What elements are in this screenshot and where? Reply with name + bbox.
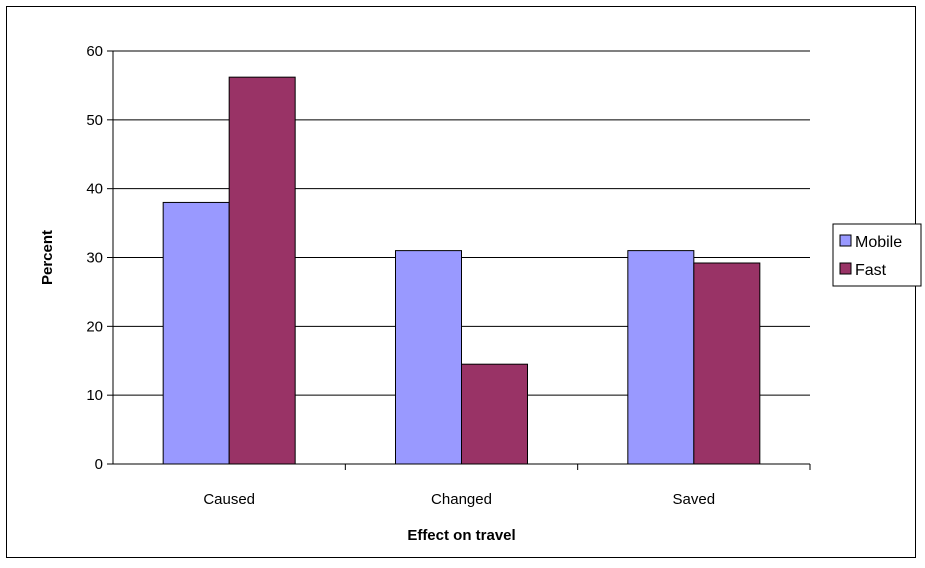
legend-swatch-mobile — [839, 234, 852, 247]
y-tick-label: 40 — [86, 181, 103, 198]
legend-label-mobile: Mobile — [855, 234, 902, 251]
bar-fast-caused — [228, 76, 296, 465]
x-tick-label-caused: Caused — [203, 491, 255, 508]
y-tick-label: 60 — [86, 43, 103, 60]
y-tick-label: 10 — [86, 387, 103, 404]
legend-box — [832, 223, 922, 287]
bar-mobile-saved — [627, 250, 695, 465]
y-tick-label: 20 — [86, 318, 103, 335]
bar-mobile-caused — [162, 201, 230, 465]
y-tick-label: 0 — [95, 456, 103, 473]
legend-label-fast: Fast — [855, 262, 887, 279]
bar-mobile-changed — [395, 250, 462, 465]
y-tick-label: 50 — [86, 112, 103, 129]
legend-swatch-fast — [839, 262, 852, 275]
bars — [162, 76, 761, 465]
y-axis-title: Percent — [39, 230, 56, 285]
bar-fast-changed — [461, 363, 528, 465]
bar-fast-saved — [693, 262, 761, 465]
x-tick-label-changed: Changed — [431, 491, 492, 508]
x-tick-label-saved: Saved — [673, 491, 716, 508]
x-axis-title: Effect on travel — [407, 527, 515, 544]
y-tick-labels: 0 10 20 30 40 50 60 — [86, 43, 103, 473]
x-tick-labels: Caused Changed Saved — [203, 491, 715, 508]
legend: Mobile Fast — [832, 223, 922, 287]
axes — [107, 50, 811, 470]
y-tick-label: 30 — [86, 250, 103, 267]
